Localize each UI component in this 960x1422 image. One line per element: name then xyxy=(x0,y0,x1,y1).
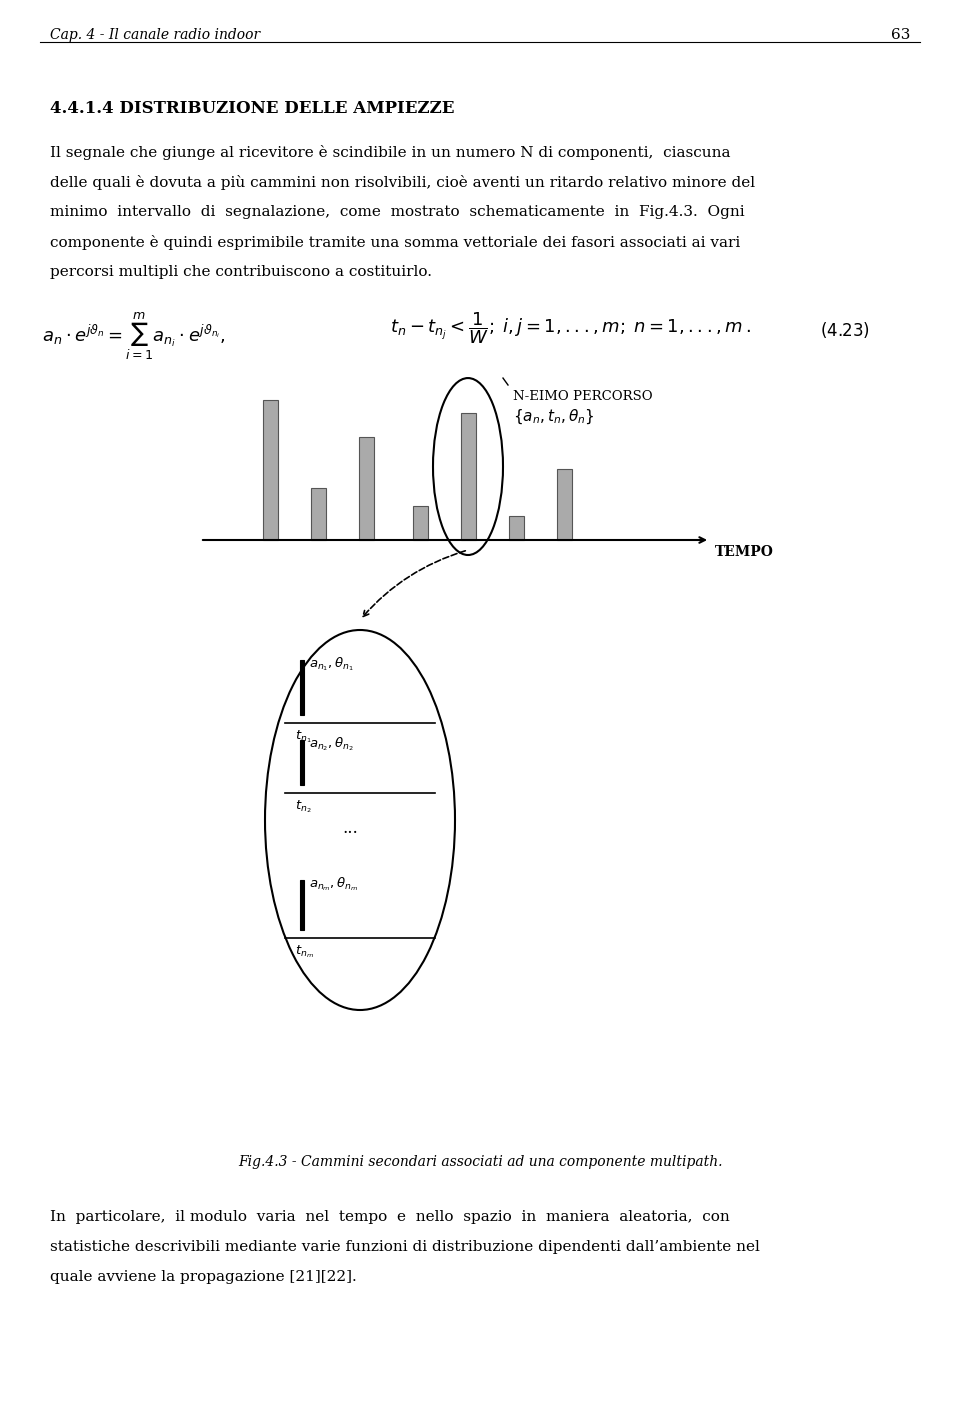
Text: $t_{n_m}$: $t_{n_m}$ xyxy=(295,943,314,960)
Text: $t_{n} - t_{n_j} < \dfrac{1}{W};\; i,j=1,...,m;\; n=1,...,m\,.$: $t_{n} - t_{n_j} < \dfrac{1}{W};\; i,j=1… xyxy=(390,310,751,346)
Text: $t_{n_1}$: $t_{n_1}$ xyxy=(295,728,312,745)
Bar xyxy=(300,660,304,715)
Text: $a_{n_2}, \theta_{n_2}$: $a_{n_2}, \theta_{n_2}$ xyxy=(309,735,354,752)
Text: Cap. 4 - Il canale radio indoor: Cap. 4 - Il canale radio indoor xyxy=(50,28,260,43)
Bar xyxy=(557,469,571,540)
Bar xyxy=(310,488,325,540)
Bar xyxy=(461,412,475,540)
Bar xyxy=(413,506,427,540)
Bar xyxy=(300,739,304,785)
Text: delle quali è dovuta a più cammini non risolvibili, cioè aventi un ritardo relat: delle quali è dovuta a più cammini non r… xyxy=(50,175,756,191)
Text: componente è quindi esprimibile tramite una somma vettoriale dei fasori associat: componente è quindi esprimibile tramite … xyxy=(50,235,740,250)
Bar xyxy=(358,438,373,540)
Bar xyxy=(509,516,523,540)
Text: 4.4.1.4 DISTRIBUZIONE DELLE AMPIEZZE: 4.4.1.4 DISTRIBUZIONE DELLE AMPIEZZE xyxy=(50,100,454,117)
Bar xyxy=(262,400,277,540)
Text: statistiche descrivibili mediante varie funzioni di distribuzione dipendenti dal: statistiche descrivibili mediante varie … xyxy=(50,1240,760,1254)
Bar xyxy=(300,880,304,930)
Text: 63: 63 xyxy=(891,28,910,43)
Text: $(4.23)$: $(4.23)$ xyxy=(820,320,870,340)
Text: percorsi multipli che contribuiscono a costituirlo.: percorsi multipli che contribuiscono a c… xyxy=(50,264,432,279)
Text: minimo  intervallo  di  segnalazione,  come  mostrato  schematicamente  in  Fig.: minimo intervallo di segnalazione, come … xyxy=(50,205,745,219)
Text: Fig.4.3 - Cammini secondari associati ad una componente multipath.: Fig.4.3 - Cammini secondari associati ad… xyxy=(238,1155,722,1169)
Text: $a_{n} \cdot e^{j\vartheta_{n}} = \sum_{i=1}^{m} a_{n_i} \cdot e^{j\vartheta_{n_: $a_{n} \cdot e^{j\vartheta_{n}} = \sum_{… xyxy=(42,310,226,361)
Text: $a_{n_m}, \theta_{n_m}$: $a_{n_m}, \theta_{n_m}$ xyxy=(309,875,359,893)
Text: quale avviene la propagazione [21][22].: quale avviene la propagazione [21][22]. xyxy=(50,1270,357,1284)
Text: TEMPO: TEMPO xyxy=(715,545,774,559)
Text: N-EIMO PERCORSO: N-EIMO PERCORSO xyxy=(513,390,653,402)
Text: ...: ... xyxy=(342,820,358,838)
Text: $\{a_n, t_n, \theta_n\}$: $\{a_n, t_n, \theta_n\}$ xyxy=(513,408,594,427)
Text: $a_{n_1}, \theta_{n_1}$: $a_{n_1}, \theta_{n_1}$ xyxy=(309,656,354,673)
Text: Il segnale che giunge al ricevitore è scindibile in un numero N di componenti,  : Il segnale che giunge al ricevitore è sc… xyxy=(50,145,731,161)
Text: $t_{n_2}$: $t_{n_2}$ xyxy=(295,798,312,815)
Text: In  particolare,  il modulo  varia  nel  tempo  e  nello  spazio  in  maniera  a: In particolare, il modulo varia nel temp… xyxy=(50,1210,730,1224)
